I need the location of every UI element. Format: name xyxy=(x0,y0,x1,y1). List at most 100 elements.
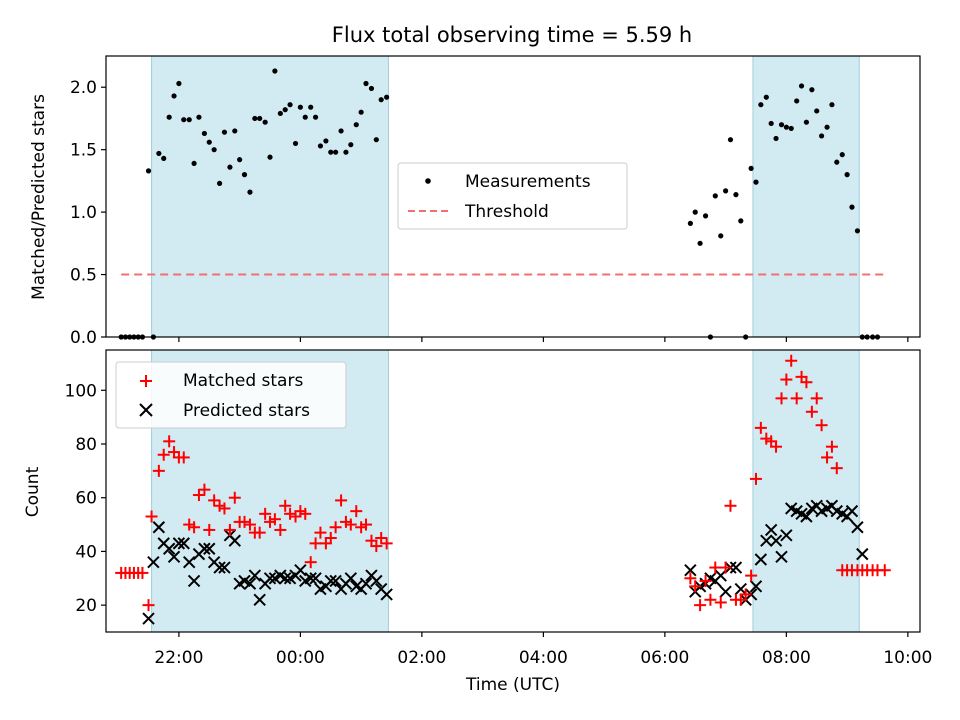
measurement-point xyxy=(818,133,825,139)
predicted-star-point xyxy=(719,585,732,598)
predicted-star-point xyxy=(294,564,307,577)
x-tick-label: 10:00 xyxy=(883,648,932,668)
measurement-point xyxy=(748,165,754,171)
measurement-point xyxy=(854,228,861,234)
y-tick-label: 1.0 xyxy=(70,203,97,223)
predicted-star-point xyxy=(152,521,166,534)
predicted-star-point xyxy=(263,572,277,585)
measurement-point xyxy=(727,137,734,143)
matched-star-point xyxy=(805,405,818,418)
x-tick-label: 08:00 xyxy=(762,648,811,668)
predicted-star-point xyxy=(856,547,869,561)
matched-star-point xyxy=(375,532,388,544)
measurement-point xyxy=(758,102,764,108)
predicted-star-point xyxy=(304,572,317,585)
predicted-star-point xyxy=(228,534,241,547)
matched-star-point xyxy=(878,564,891,577)
x-tick-label: 22:00 xyxy=(154,648,203,668)
matched-star-point xyxy=(203,523,216,536)
measurement-point xyxy=(844,172,850,178)
measurement-point xyxy=(241,172,248,178)
measurement-point xyxy=(358,109,364,115)
predicted-star-point xyxy=(729,561,743,574)
measurement-point xyxy=(773,135,779,142)
legend-matched-marker xyxy=(140,375,152,387)
matched-star-point xyxy=(238,515,251,528)
measurement-point xyxy=(738,218,744,224)
measurement-point xyxy=(712,193,718,199)
predicted-star-point xyxy=(754,553,768,566)
measurement-point xyxy=(323,138,329,144)
legend-predicted-marker xyxy=(139,403,153,417)
measurement-point xyxy=(794,98,800,104)
measurement-point xyxy=(348,142,354,148)
matched-star-point xyxy=(335,494,348,507)
measurement-point xyxy=(216,180,223,186)
measurement-point xyxy=(333,149,339,155)
predicted-star-point xyxy=(769,534,783,547)
measurement-point xyxy=(798,83,805,89)
measurement-point xyxy=(287,102,293,108)
predicted-star-point xyxy=(203,542,216,555)
top-axes-frame xyxy=(105,55,921,338)
matched-star-point xyxy=(694,599,707,612)
matched-star-point xyxy=(724,499,737,512)
matched-star-point xyxy=(825,440,838,453)
measurement-point xyxy=(814,108,820,114)
matched-star-point xyxy=(192,489,205,502)
measurement-point xyxy=(687,220,693,226)
matched-star-point xyxy=(279,499,292,512)
legend-measurements-label: Measurements xyxy=(465,172,591,192)
matched-star-point xyxy=(223,523,236,536)
top-y-ticks: 0.0 0.5 1.0 1.5 2.0 xyxy=(70,78,106,348)
matched-star-point xyxy=(684,572,697,585)
bottom-legend-box xyxy=(115,361,347,429)
measurement-point xyxy=(733,192,739,198)
measurement-point xyxy=(317,143,324,149)
x-tick-label: 04:00 xyxy=(519,648,568,668)
matched-star-point xyxy=(268,513,281,526)
bottom-y-axis-label: Count xyxy=(23,466,43,517)
matched-star-point xyxy=(274,523,287,536)
measurement-point xyxy=(834,159,840,165)
legend-measurements-marker xyxy=(425,178,431,184)
predicted-star-point xyxy=(243,577,257,590)
predicted-star-point xyxy=(775,550,788,564)
measurement-point xyxy=(312,114,319,120)
matched-star-points xyxy=(115,354,891,612)
matched-star-point xyxy=(329,521,342,534)
y-tick-label: 20 xyxy=(75,596,97,616)
predicted-star-point xyxy=(370,574,383,588)
matched-star-point xyxy=(719,561,732,574)
matched-star-point xyxy=(136,566,149,579)
measurement-point xyxy=(201,130,208,137)
matched-star-point xyxy=(350,505,363,518)
measurement-point xyxy=(186,117,192,123)
matched-star-point xyxy=(704,593,717,606)
predicted-star-point xyxy=(764,523,778,537)
measurement-point xyxy=(788,125,794,132)
measurement-point xyxy=(277,110,283,117)
measurement-point xyxy=(809,87,815,93)
measurement-point xyxy=(378,97,384,103)
predicted-star-point xyxy=(329,574,342,588)
predicted-star-point xyxy=(248,569,262,582)
matched-star-point xyxy=(689,580,702,593)
x-tick-label: 00:00 xyxy=(276,648,325,668)
matched-star-point xyxy=(775,392,788,405)
measurement-point xyxy=(723,188,729,194)
x-tick-label: 06:00 xyxy=(640,648,689,668)
measurement-point xyxy=(227,164,233,170)
measurement-point xyxy=(161,155,167,162)
matched-star-point xyxy=(745,569,758,582)
measurement-point xyxy=(252,115,258,122)
top-legend-box xyxy=(397,162,628,230)
matched-star-point xyxy=(177,451,190,464)
measurement-point xyxy=(181,117,187,123)
measurement-point xyxy=(839,152,845,158)
measurement-point xyxy=(328,149,334,155)
matched-star-point xyxy=(284,507,297,520)
measurement-point xyxy=(196,114,202,120)
measurement-point xyxy=(692,209,698,215)
matched-star-point xyxy=(243,518,256,531)
